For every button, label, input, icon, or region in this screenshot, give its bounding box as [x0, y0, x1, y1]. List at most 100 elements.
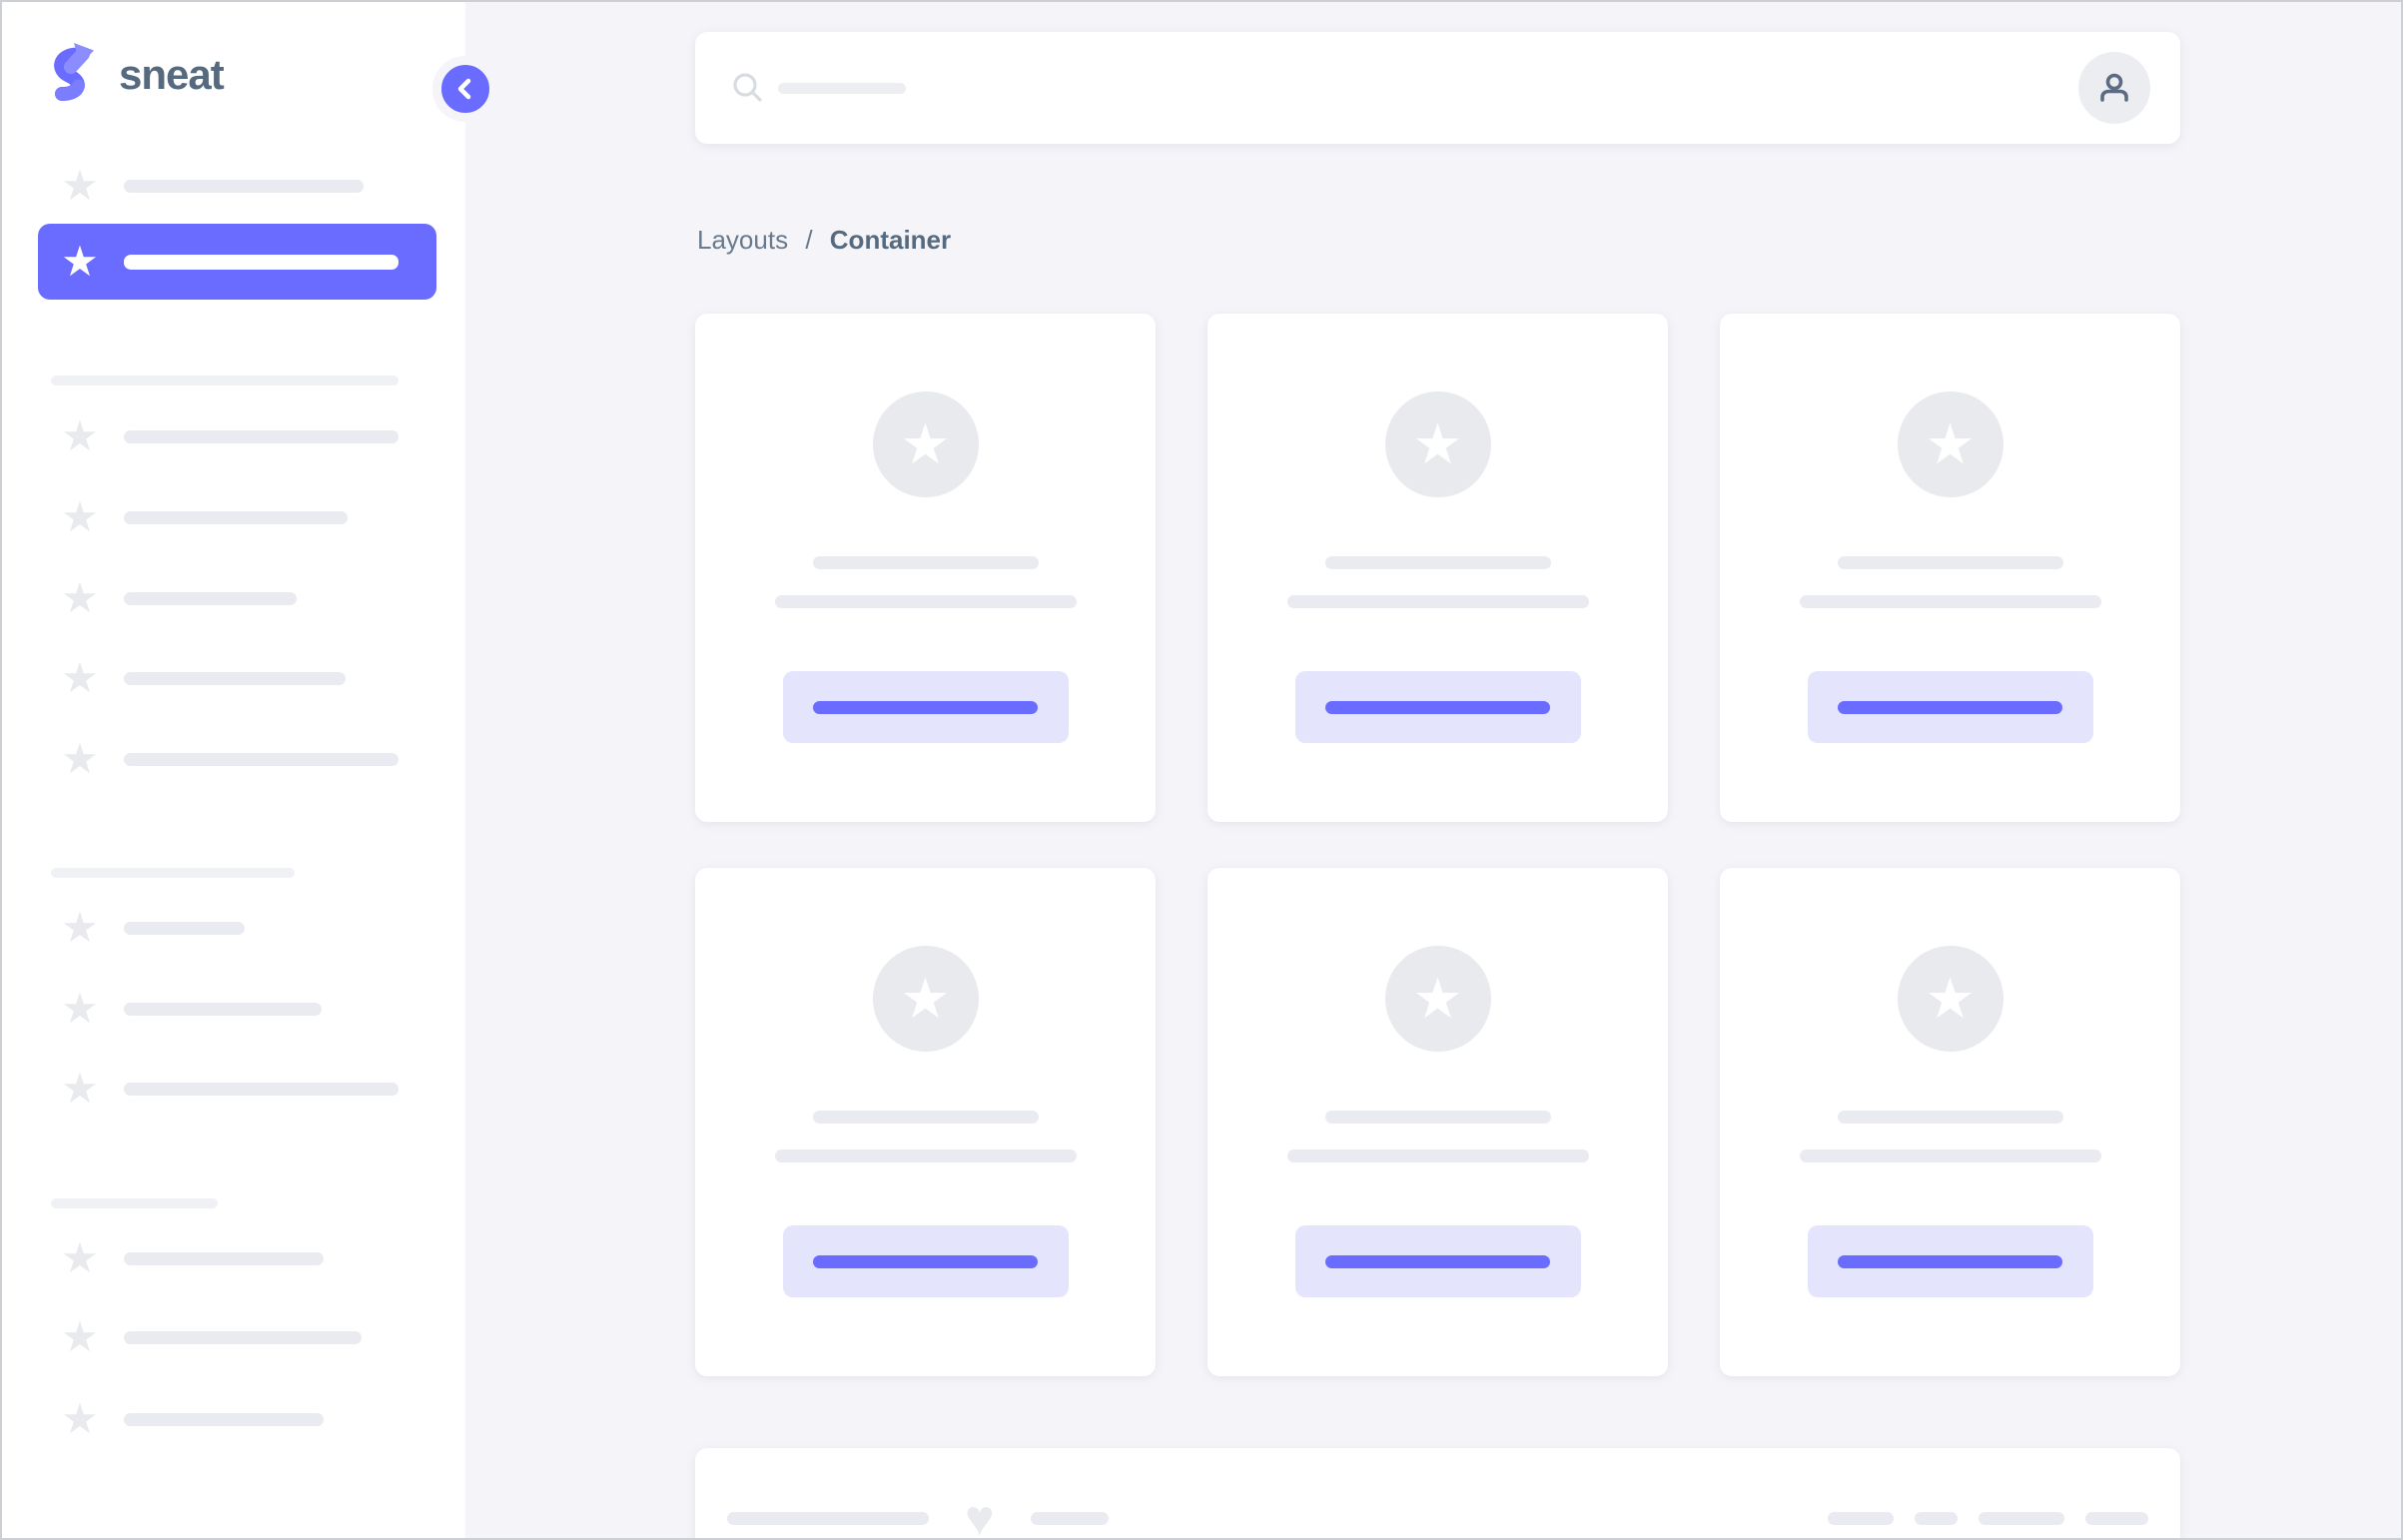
- star-icon: ★: [61, 493, 99, 540]
- sidebar-item[interactable]: ★: [2, 1049, 465, 1129]
- skeleton-bar: [1799, 595, 2101, 608]
- skeleton-bar: [124, 1330, 362, 1344]
- star-icon: ★: [61, 412, 99, 459]
- button-label-bar: [1325, 700, 1550, 714]
- star-icon: ★: [61, 1234, 99, 1281]
- skeleton-bar: [812, 1111, 1039, 1124]
- circle-placeholder: ★: [1384, 946, 1491, 1052]
- button-label-bar: [813, 700, 1038, 714]
- circle-placeholder: ★: [1897, 946, 2003, 1052]
- circle-placeholder: ★: [872, 946, 979, 1052]
- circle-placeholder: ★: [1384, 391, 1491, 497]
- circle-placeholder: ★: [872, 391, 979, 497]
- star-icon: ★: [61, 1313, 99, 1360]
- skeleton-bar: [124, 591, 297, 605]
- star-icon: ★: [1412, 412, 1463, 475]
- breadcrumb: Layouts / Container: [697, 220, 951, 260]
- top-navbar: [695, 32, 2180, 144]
- sidebar-item[interactable]: ★: [2, 888, 465, 968]
- pagination-pill: [2085, 1511, 2148, 1525]
- sidebar-item[interactable]: ★: [2, 1218, 465, 1298]
- skeleton-bar: [124, 752, 399, 766]
- sneat-logo-icon: [54, 43, 94, 101]
- skeleton-bar: [124, 921, 245, 935]
- button-label-bar: [1325, 1254, 1550, 1268]
- placeholder-card: ★: [1207, 868, 1668, 1376]
- button-placeholder[interactable]: [1294, 1225, 1581, 1297]
- star-icon: ★: [61, 654, 99, 701]
- sidebar-item[interactable]: ★: [2, 146, 465, 226]
- star-icon: ★: [61, 238, 99, 285]
- skeleton-bar: [727, 1511, 929, 1525]
- brand[interactable]: sneat: [49, 42, 225, 108]
- sidebar-item[interactable]: ★: [2, 477, 465, 557]
- chevron-left-icon: [457, 78, 471, 100]
- skeleton-bar: [124, 254, 399, 270]
- skeleton-bar: [774, 1150, 1077, 1162]
- button-label-bar: [1838, 700, 2062, 714]
- button-placeholder[interactable]: [1807, 1225, 2093, 1297]
- skeleton-bar: [1286, 595, 1589, 608]
- skeleton-bar: [1324, 1111, 1551, 1124]
- skeleton-bar: [124, 671, 346, 685]
- skeleton-bar: [124, 429, 399, 443]
- pagination-pill: [1828, 1511, 1894, 1525]
- skeleton-bar: [1799, 1150, 2101, 1162]
- sidebar-item[interactable]: ★: [2, 638, 465, 718]
- placeholder-card: ★: [1207, 314, 1668, 822]
- pagination-pill: [1915, 1511, 1958, 1525]
- sidebar-item[interactable]: ★: [2, 396, 465, 476]
- placeholder-card: ★: [695, 868, 1156, 1376]
- pagination-pill: [1979, 1511, 2064, 1525]
- heart-icon[interactable]: ♥: [965, 1490, 995, 1540]
- button-placeholder[interactable]: [1294, 671, 1581, 743]
- skeleton-bar: [124, 179, 364, 193]
- star-icon: ★: [61, 985, 99, 1032]
- sidebar-item[interactable]: ★: [2, 719, 465, 799]
- star-icon: ★: [61, 904, 99, 951]
- breadcrumb-section[interactable]: Layouts: [697, 225, 789, 255]
- placeholder-card: ★: [1720, 868, 2180, 1376]
- sidebar-item-active[interactable]: ★: [38, 224, 436, 300]
- search-input[interactable]: [732, 32, 2078, 144]
- menu-section-divider: [51, 1198, 218, 1208]
- wide-placeholder-card: ♥: [695, 1448, 2180, 1540]
- skeleton-bar: [124, 1412, 324, 1426]
- star-icon: ★: [61, 574, 99, 621]
- menu-collapse-button[interactable]: [432, 56, 498, 122]
- skeleton-bar: [1286, 1150, 1589, 1162]
- brand-name: sneat: [119, 51, 225, 98]
- menu-section-divider: [51, 868, 295, 878]
- button-placeholder[interactable]: [1807, 671, 2093, 743]
- button-placeholder[interactable]: [782, 671, 1069, 743]
- star-icon: ★: [1412, 967, 1463, 1030]
- sidebar-item[interactable]: ★: [2, 1297, 465, 1377]
- skeleton-bar: [1030, 1511, 1109, 1525]
- search-icon: [733, 73, 762, 102]
- star-icon: ★: [61, 1395, 99, 1442]
- user-avatar-button[interactable]: [2078, 52, 2150, 124]
- skeleton-bar: [1324, 556, 1551, 569]
- placeholder-card: ★: [695, 314, 1156, 822]
- star-icon: ★: [900, 412, 951, 475]
- star-icon: ★: [1925, 967, 1976, 1030]
- button-label-bar: [1838, 1254, 2062, 1268]
- sidebar: sneat ★ ★ ★ ★ ★ ★: [2, 2, 498, 1538]
- skeleton-bar: [124, 1251, 324, 1265]
- skeleton-bar: [1837, 1111, 2063, 1124]
- star-icon: ★: [61, 162, 99, 209]
- star-icon: ★: [1925, 412, 1976, 475]
- skeleton-bar: [1837, 556, 2063, 569]
- button-placeholder[interactable]: [782, 1225, 1069, 1297]
- menu-section-divider: [51, 376, 399, 385]
- card-grid: ★ ★ ★: [695, 314, 2180, 1376]
- skeleton-bar: [124, 1002, 322, 1016]
- skeleton-bar: [812, 556, 1039, 569]
- sidebar-item[interactable]: ★: [2, 558, 465, 638]
- sidebar-item[interactable]: ★: [2, 969, 465, 1049]
- star-icon: ★: [61, 1065, 99, 1112]
- user-icon: [2100, 73, 2128, 102]
- sidebar-item[interactable]: ★: [2, 1379, 465, 1459]
- search-placeholder-bar: [778, 82, 906, 94]
